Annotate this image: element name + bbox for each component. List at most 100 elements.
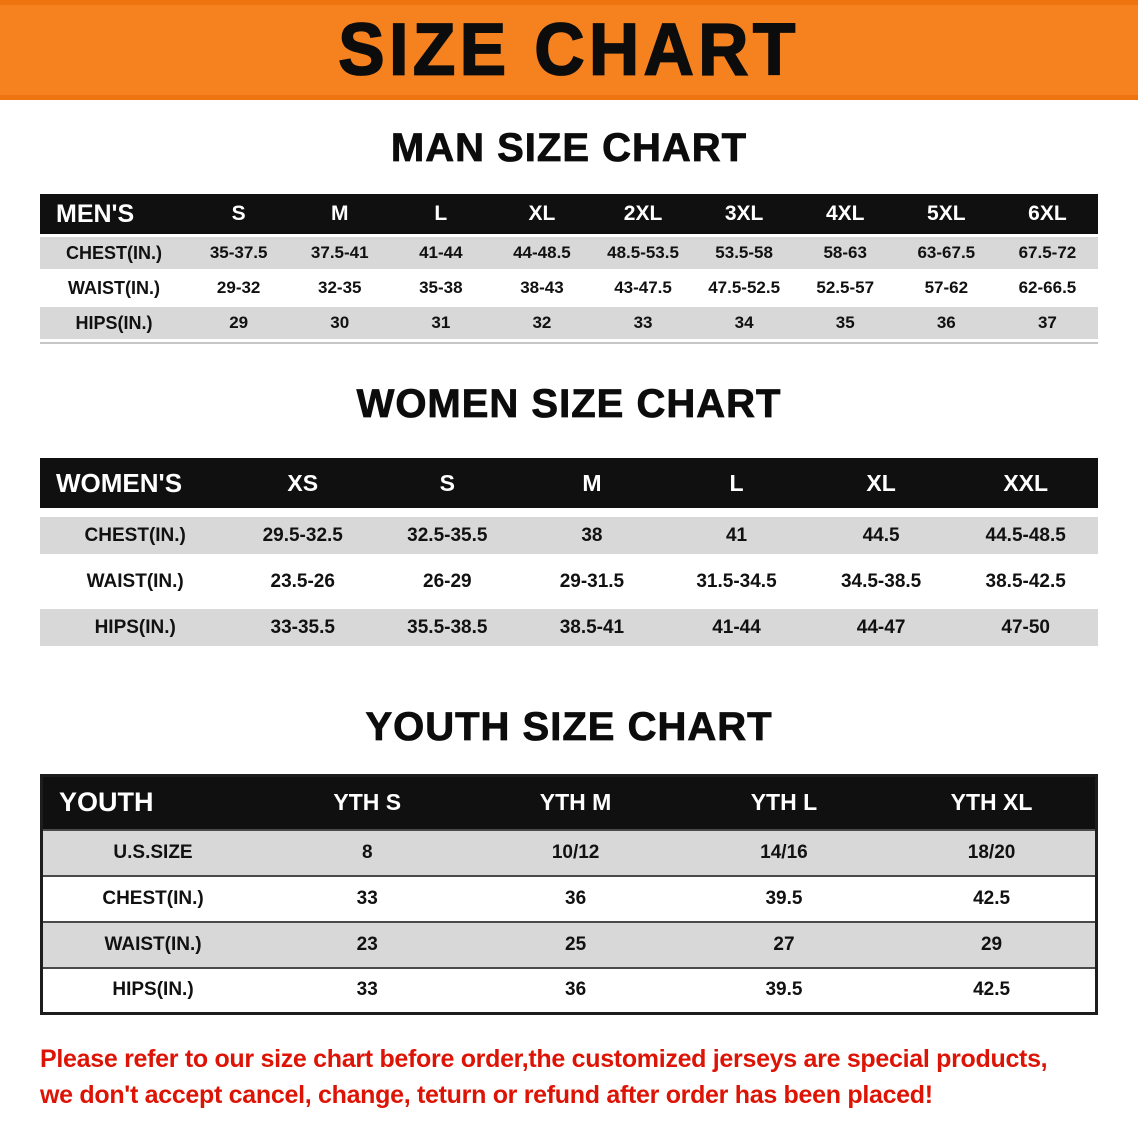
table-row: CHEST(IN.) 33 36 39.5 42.5 <box>41 874 1097 922</box>
value-cell: 35.5-38.5 <box>375 609 520 646</box>
row-label-cell: U.S.SIZE <box>41 828 264 876</box>
value-cell: 25 <box>471 920 680 968</box>
value-cell: 36 <box>471 966 680 1014</box>
size-header-cell: M <box>289 194 391 234</box>
youth-section-heading: YOUTH SIZE CHART <box>365 705 773 750</box>
size-header-cell: XXL <box>953 458 1098 508</box>
value-cell: 67.5-72 <box>996 237 1098 269</box>
table-row: CHEST(IN.) 29.5-32.5 32.5-35.5 38 41 44.5 44.5… <box>40 517 1098 554</box>
value-cell: 48.5-53.5 <box>592 237 694 269</box>
value-cell: 31.5-34.5 <box>696 570 777 592</box>
size-header-cell: YTH XL <box>888 775 1097 830</box>
row-label-cell: HIPS(IN.) <box>41 966 264 1014</box>
size-header-cell: 5XL <box>895 194 997 234</box>
row-label-cell: WAIST(IN.) <box>41 920 264 968</box>
table-row: HIPS(IN.) 33-35.5 35.5-38.5 38.5-41 41-44 44-… <box>40 609 1098 646</box>
value-cell: 53.5-58 <box>693 237 795 269</box>
value-cell: 10/12 <box>471 828 680 876</box>
value-cell: 41-44 <box>390 237 492 269</box>
value-cell: 36 <box>471 874 680 922</box>
table-row: U.S.SIZE 8 10/12 14/16 18/20 <box>41 828 1097 876</box>
value-cell: 23 <box>263 920 472 968</box>
value-cell: 29-31.5 <box>559 570 625 592</box>
value-cell: 47-50 <box>953 609 1098 646</box>
value-cell: 29 <box>188 307 290 339</box>
size-header-cell: L <box>390 194 492 234</box>
value-cell: 35 <box>794 307 896 339</box>
value-cell: 63-67.5 <box>895 237 997 269</box>
value-cell: 33 <box>263 966 472 1014</box>
table-row: HIPS(IN.) 29 30 31 32 33 34 35 36 37 <box>40 307 1098 339</box>
disclaimer-text: Please refer to our size chart before or… <box>40 1041 1098 1114</box>
table-row: WAIST(IN.) 23 25 27 29 <box>41 920 1097 968</box>
value-cell: 18/20 <box>888 828 1097 876</box>
size-header-cell: 3XL <box>693 194 795 234</box>
value-cell: 33 <box>263 874 472 922</box>
table-title-cell: WOMEN'S <box>40 458 231 508</box>
page-title: SIZE CHART <box>337 8 800 91</box>
row-label-cell: HIPS(IN.) <box>40 307 189 339</box>
row-label-cell: WAIST(IN.) <box>86 570 184 592</box>
size-header-cell: 6XL <box>996 194 1098 234</box>
value-cell: 44-48.5 <box>491 237 593 269</box>
value-cell: 58-63 <box>794 237 896 269</box>
disclaimer-line-2: we don't accept cancel, change, teturn o… <box>40 1081 933 1110</box>
value-cell: 57-62 <box>924 278 969 297</box>
youth-size-table: YOUTH YTH S YTH M YTH L YTH XL U.S.SIZE 8 10/12… <box>40 774 1098 1015</box>
men-size-table: MEN'S S M L XL 2XL 3XL 4XL 5XL 6XL CHEST(IN.) 35-37… <box>40 191 1098 344</box>
size-header-cell: XS <box>230 458 376 508</box>
value-cell: 38 <box>519 517 665 554</box>
women-size-table: WOMEN'S XS S M L XL XXL CHEST(IN.) 29.5-32.5 32.5… <box>40 449 1098 655</box>
value-cell: 32.5-35.5 <box>375 517 520 554</box>
size-header-cell: M <box>519 458 665 508</box>
row-label-cell: CHEST(IN.) <box>40 517 231 554</box>
size-header-cell: XL <box>491 194 593 234</box>
size-header-cell: 4XL <box>794 194 896 234</box>
value-cell: 36 <box>895 307 997 339</box>
value-cell: 47.5-52.5 <box>708 278 781 297</box>
value-cell: 33 <box>592 307 694 339</box>
value-cell: 26-29 <box>423 570 472 592</box>
value-cell: 38-43 <box>520 278 564 297</box>
value-cell: 31 <box>390 307 492 339</box>
value-cell: 39.5 <box>679 874 889 922</box>
value-cell: 37 <box>996 307 1098 339</box>
value-cell: 34.5-38.5 <box>840 570 922 592</box>
value-cell: 38.5-41 <box>519 609 665 646</box>
value-cell: 33-35.5 <box>230 609 376 646</box>
value-cell: 29.5-32.5 <box>230 517 376 554</box>
women-section-heading: WOMEN SIZE CHART <box>356 382 782 427</box>
table-row: WAIST(IN.) 23.5-26 26-29 29-31.5 31.5-34.5 34… <box>40 563 1098 600</box>
value-cell: 29 <box>888 920 1097 968</box>
row-label-cell: CHEST(IN.) <box>40 237 189 269</box>
table-title-cell: YOUTH <box>41 775 264 830</box>
women-size-section: WOMEN SIZE CHART WOMEN'S XS S M L XL XXL CHEST(… <box>0 382 1138 655</box>
size-header-cell: XL <box>808 458 954 508</box>
men-size-section: MAN SIZE CHART MEN'S S M L XL 2XL 3XL 4XL 5XL 6XL… <box>0 126 1138 344</box>
value-cell: 43-47.5 <box>614 278 672 297</box>
value-cell: 52.5-57 <box>816 278 875 297</box>
value-cell: 23.5-26 <box>270 570 335 592</box>
size-header-cell: YTH M <box>471 775 680 830</box>
men-section-heading: MAN SIZE CHART <box>390 126 748 171</box>
size-header-cell: YTH S <box>263 775 472 830</box>
table-row: HIPS(IN.) 33 36 39.5 42.5 <box>41 966 1097 1014</box>
table-title-cell: MEN'S <box>40 194 189 234</box>
banner: SIZE CHART <box>0 0 1138 100</box>
table-header-row: MEN'S S M L XL 2XL 3XL 4XL 5XL 6XL <box>40 194 1098 234</box>
value-cell: 62-66.5 <box>1018 278 1077 297</box>
row-label-cell: CHEST(IN.) <box>41 874 264 922</box>
table-header-row: YOUTH YTH S YTH M YTH L YTH XL <box>41 775 1097 830</box>
size-header-cell: S <box>188 194 290 234</box>
value-cell: 38.5-42.5 <box>985 570 1066 592</box>
value-cell: 41-44 <box>664 609 809 646</box>
table-row: WAIST(IN.) 29-32 32-35 35-38 38-43 43-47.5 47.… <box>40 272 1098 304</box>
row-label-cell: HIPS(IN.) <box>40 609 231 646</box>
value-cell: 37.5-41 <box>289 237 391 269</box>
value-cell: 32 <box>491 307 593 339</box>
value-cell: 44.5-48.5 <box>953 517 1098 554</box>
value-cell: 42.5 <box>888 874 1097 922</box>
value-cell: 39.5 <box>679 966 889 1014</box>
table-row: CHEST(IN.) 35-37.5 37.5-41 41-44 44-48.5 48.5… <box>40 237 1098 269</box>
value-cell: 32-35 <box>318 278 362 297</box>
